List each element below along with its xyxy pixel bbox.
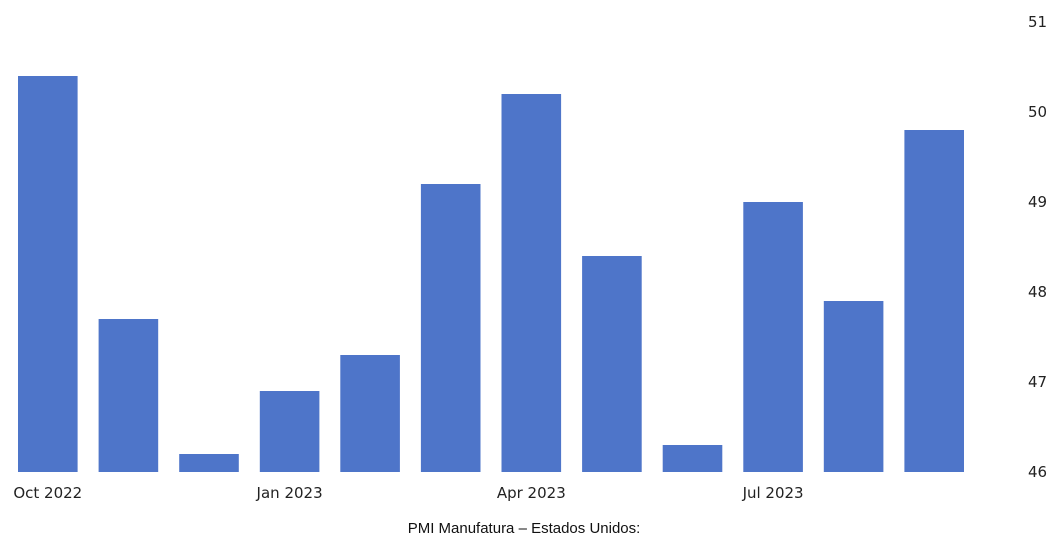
bar-aug-2023 — [823, 301, 884, 472]
y-tick-label: 51 — [1028, 13, 1047, 31]
bar-jun-2023 — [662, 445, 723, 472]
x-tick-label: Jan 2023 — [256, 484, 323, 502]
y-tick-label: 47 — [1028, 373, 1047, 391]
bar-nov-2022 — [98, 319, 159, 472]
y-tick-label: 49 — [1028, 193, 1047, 211]
bar-oct-2022 — [18, 76, 78, 472]
x-axis-ticks: Oct 2022 Jan 2023 Apr 2023 Jul 2023 — [13, 484, 803, 502]
bar-jul-2023 — [743, 202, 803, 472]
bars-group — [18, 76, 964, 472]
x-tick-label: Jul 2023 — [742, 484, 804, 502]
bar-apr-2023 — [501, 94, 562, 472]
x-tick-label: Apr 2023 — [497, 484, 566, 502]
bar-mar-2023 — [420, 184, 481, 472]
chart-title: PMI Manufatura – Estados Unidos: — [407, 520, 641, 537]
y-axis-ticks: 46 47 48 49 50 51 — [1028, 13, 1047, 481]
bar-jan-2023 — [259, 391, 320, 472]
y-tick-label: 48 — [1028, 283, 1047, 301]
x-tick-label: Oct 2022 — [13, 484, 82, 502]
bar-dec-2022 — [179, 454, 239, 472]
y-tick-label: 50 — [1028, 103, 1047, 121]
bar-may-2023 — [582, 256, 642, 472]
y-tick-label: 46 — [1028, 463, 1047, 481]
bar-feb-2023 — [340, 355, 400, 472]
bar-sep-2023 — [904, 130, 964, 472]
